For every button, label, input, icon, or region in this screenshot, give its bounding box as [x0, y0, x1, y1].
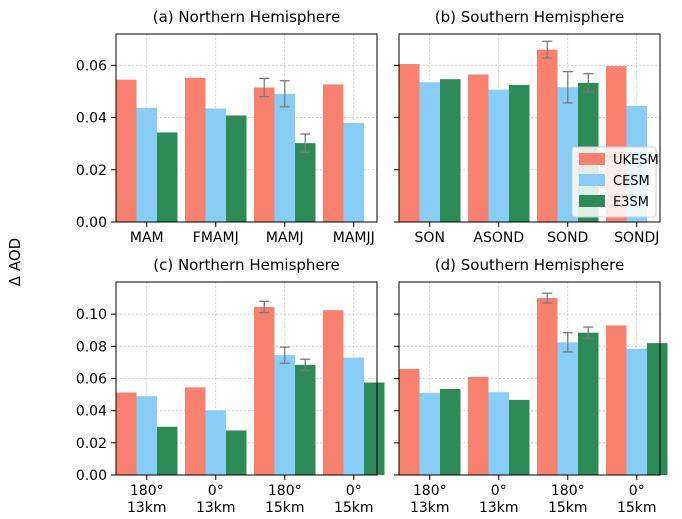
x-tick-label: 13km: [127, 500, 167, 516]
panel-b: SON ASOND SOND SONDJ (b) Southern Hemisphere: [394, 8, 661, 246]
x-tick-label: 13km: [196, 500, 236, 516]
bar-ukesm-2: [537, 49, 558, 222]
bar-cesm-0: [419, 392, 440, 475]
x-tick-label: 180°: [551, 483, 585, 499]
bar-ukesm-2: [537, 298, 558, 475]
bar-cesm-2: [557, 342, 578, 475]
x-tick-label: 0°: [346, 483, 362, 499]
bar-cesm-3: [343, 123, 364, 222]
y-tick-label: 0.06: [76, 58, 107, 74]
legend: UKESM CESM E3SM: [571, 146, 659, 218]
y-tick-label: 0.10: [76, 307, 107, 323]
x-tick-label: 0°: [491, 483, 507, 499]
bar-e3sm-1: [226, 115, 247, 222]
bar-cesm-0: [419, 82, 440, 222]
bar-cesm-1: [205, 108, 226, 222]
legend-label-ukesm: UKESM: [613, 153, 659, 168]
bar-e3sm-1: [509, 84, 530, 223]
bar-e3sm-2: [578, 332, 599, 475]
panel-c: 0.000.020.040.060.080.10180°13km0°13km18…: [76, 256, 385, 516]
x-tick-label: 180°: [413, 483, 447, 499]
y-tick-label: 0.08: [76, 339, 107, 355]
bar-ukesm-1: [468, 74, 489, 222]
panel-title: (b) Southern Hemisphere: [435, 8, 624, 26]
x-tick-label: 0°: [208, 483, 224, 499]
legend-label-e3sm: E3SM: [613, 195, 649, 210]
y-tick-label: 0.02: [76, 163, 107, 179]
bar-ukesm-2: [254, 306, 275, 475]
y-tick-label: 0.00: [76, 468, 107, 484]
bar-ukesm-0: [399, 368, 420, 475]
axes-frame: [115, 33, 378, 223]
y-tick-label: 0.02: [76, 436, 107, 452]
bar-cesm-2: [274, 355, 295, 475]
bar-ukesm-0: [116, 79, 137, 222]
axes-frame: [398, 33, 661, 223]
bar-cesm-3: [626, 348, 647, 475]
bar-e3sm-0: [440, 79, 461, 222]
panel-title: (a) Northern Hemisphere: [153, 8, 340, 26]
bar-e3sm-3: [647, 343, 668, 475]
legend-label-cesm: CESM: [613, 174, 650, 189]
x-tick-label: FMAMJ: [193, 230, 239, 246]
x-tick-label: ASOND: [473, 230, 524, 246]
bar-ukesm-3: [323, 84, 344, 223]
bar-ukesm-2: [254, 87, 275, 223]
bar-ukesm-3: [606, 325, 627, 475]
legend-swatch-e3sm: [579, 195, 605, 207]
x-tick-label: 13km: [410, 500, 450, 516]
bar-cesm-2: [274, 93, 295, 223]
bar-e3sm-0: [157, 426, 178, 475]
x-tick-label: SONDJ: [614, 230, 659, 246]
x-tick-label: SON: [415, 230, 445, 246]
bar-e3sm-0: [157, 132, 178, 222]
bar-cesm-1: [488, 89, 509, 222]
y-tick-label: 0.06: [76, 372, 107, 388]
bar-cesm-1: [205, 410, 226, 475]
y-tick-label: 0.04: [76, 111, 107, 127]
y-tick-label: 0.00: [76, 215, 107, 231]
bar-e3sm-0: [440, 388, 461, 475]
x-tick-label: 15km: [617, 500, 657, 516]
bar-cesm-0: [136, 396, 157, 475]
panel-title: (c) Northern Hemisphere: [153, 256, 340, 274]
x-tick-label: MAM: [130, 230, 164, 246]
bar-ukesm-1: [185, 77, 206, 222]
x-tick-label: 15km: [265, 500, 305, 516]
panel-title: (d) Southern Hemisphere: [435, 256, 624, 274]
bar-cesm-0: [136, 107, 157, 222]
panels: 0.00 0.02 0.04 0.06 MAM FMAMJ MAMJ MAMJJ (a) Nor…: [76, 8, 668, 516]
bar-cesm-3: [343, 357, 364, 475]
x-tick-label: 15km: [334, 500, 374, 516]
x-tick-label: 13km: [479, 500, 519, 516]
bar-cesm-1: [488, 392, 509, 475]
bar-ukesm-1: [185, 387, 206, 475]
legend-swatch-cesm: [579, 174, 605, 186]
bar-e3sm-2: [295, 364, 316, 475]
bar-e3sm-1: [509, 399, 530, 475]
x-tick-label: 15km: [548, 500, 588, 516]
x-tick-label: 180°: [268, 483, 302, 499]
x-tick-label: MAMJ: [266, 230, 304, 246]
x-tick-label: MAMJJ: [333, 230, 375, 246]
x-tick-label: 0°: [629, 483, 645, 499]
x-tick-label: SOND: [547, 230, 588, 246]
y-axis-label: Δ AOD: [6, 238, 24, 286]
legend-swatch-ukesm: [579, 153, 605, 165]
y-tick-label: 0.04: [76, 404, 107, 420]
bar-ukesm-0: [399, 64, 420, 223]
bar-ukesm-3: [323, 310, 344, 475]
bar-e3sm-1: [226, 430, 247, 475]
panel-a: 0.00 0.02 0.04 0.06 MAM FMAMJ MAMJ MAMJJ (a) Nor…: [76, 8, 378, 246]
bar-ukesm-1: [468, 376, 489, 475]
bar-e3sm-2: [295, 143, 316, 222]
x-tick-label: 180°: [130, 483, 164, 499]
bar-ukesm-0: [116, 392, 137, 475]
bar-e3sm-3: [364, 382, 385, 475]
